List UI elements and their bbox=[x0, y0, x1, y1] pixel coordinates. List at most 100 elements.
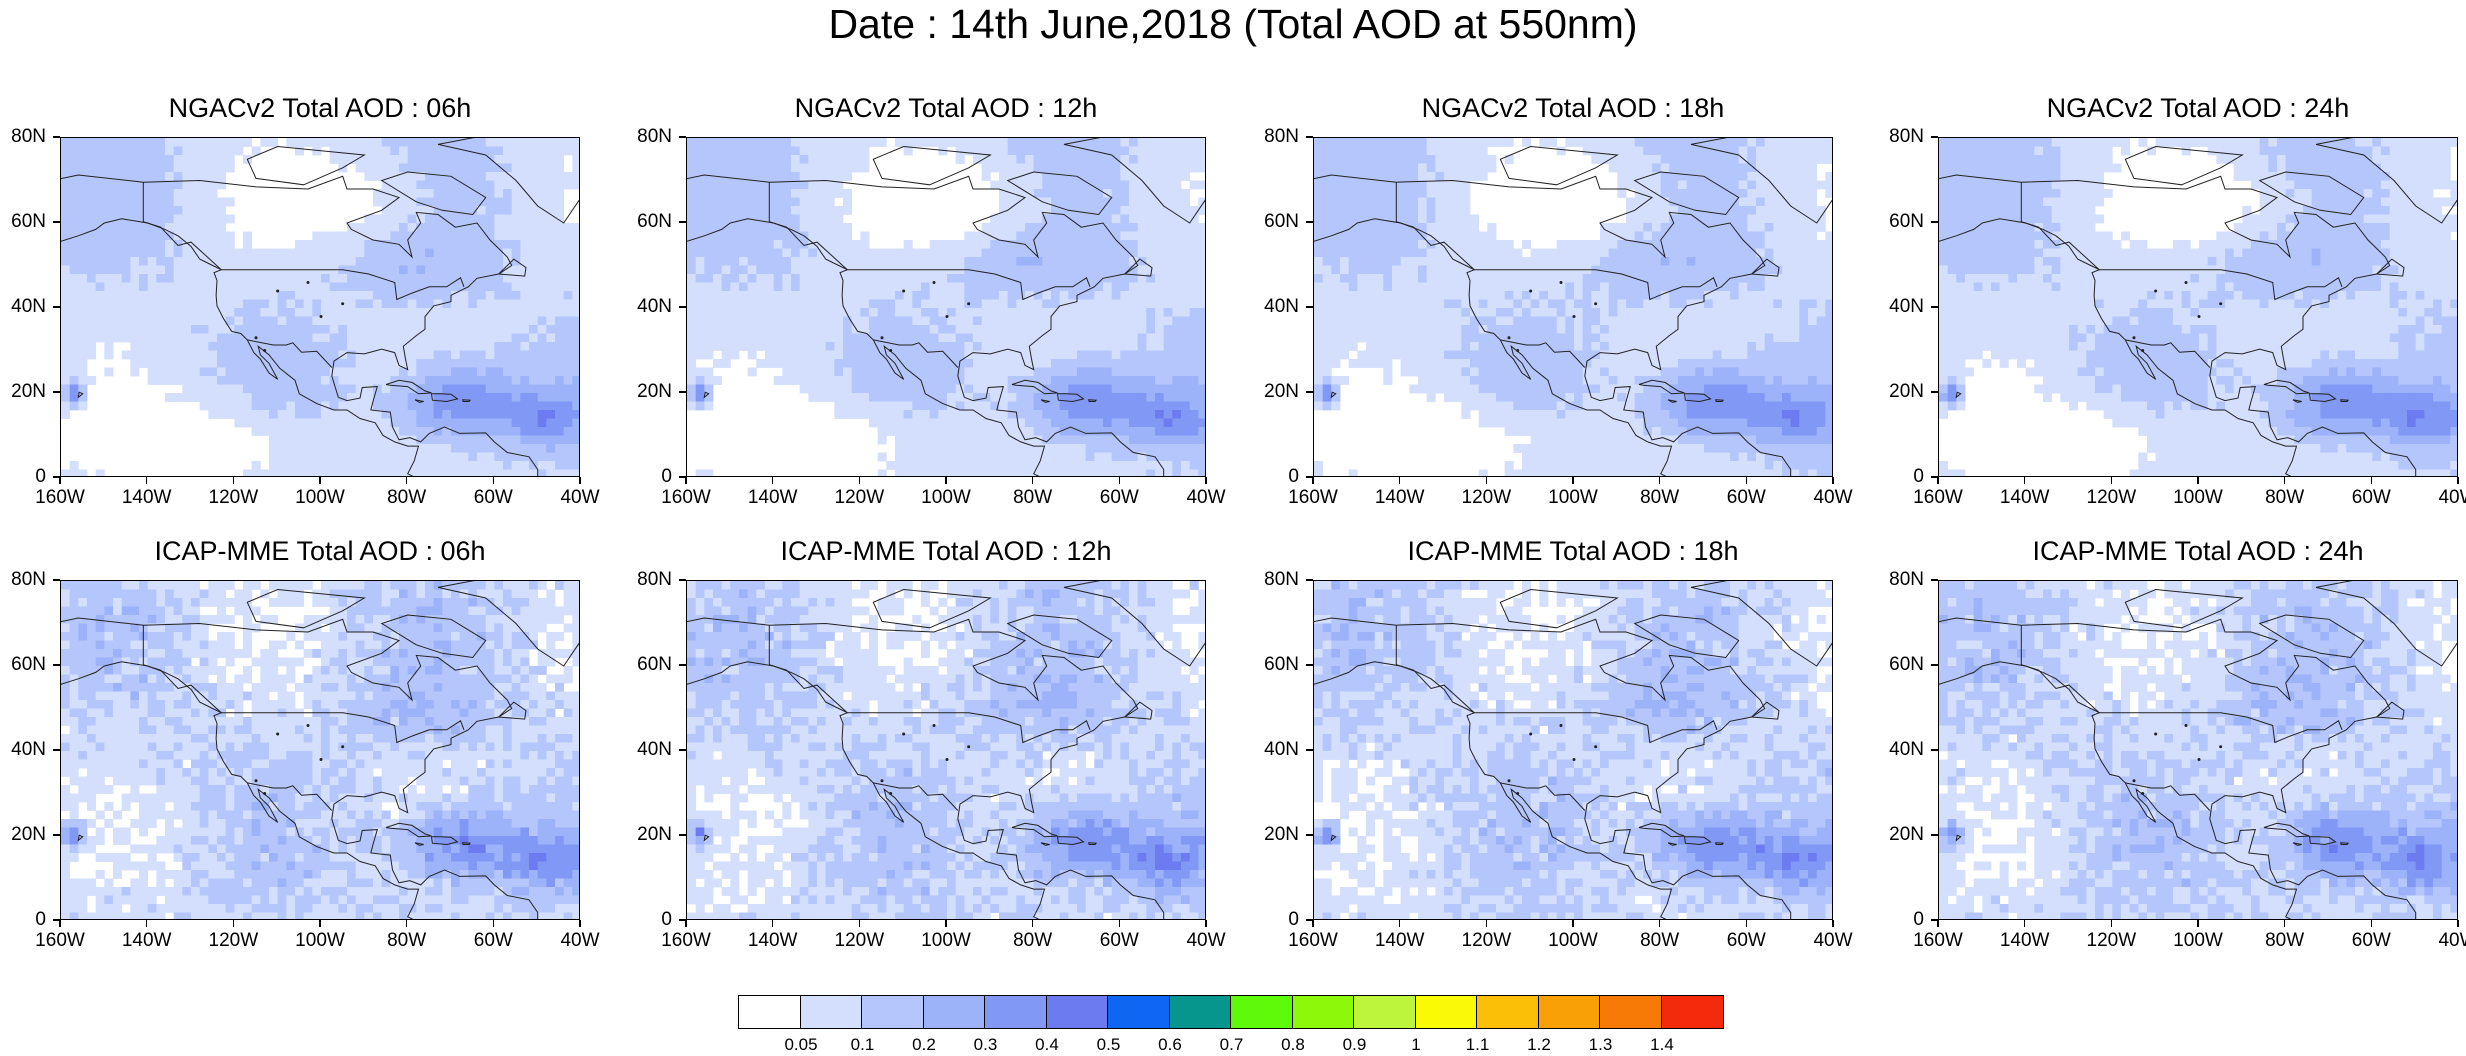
aod-cell bbox=[747, 146, 757, 156]
aod-cell bbox=[929, 316, 939, 326]
aod-cell bbox=[329, 376, 339, 385]
aod-cell bbox=[113, 333, 123, 343]
lon-tick-mark bbox=[771, 477, 774, 484]
aod-cell bbox=[1530, 282, 1540, 292]
aod-cell bbox=[921, 452, 931, 462]
aod-cell bbox=[147, 197, 157, 207]
aod-cell bbox=[1747, 214, 1757, 224]
aod-cell bbox=[511, 172, 521, 181]
aod-cell bbox=[1322, 189, 1332, 198]
aod-cell bbox=[225, 257, 235, 266]
aod-cell bbox=[373, 223, 383, 232]
aod-cell bbox=[399, 376, 409, 385]
aod-cell bbox=[1418, 282, 1428, 292]
aod-cell bbox=[295, 240, 305, 249]
aod-cell bbox=[442, 146, 452, 156]
aod-cell bbox=[704, 172, 714, 181]
aod-cell bbox=[1111, 240, 1121, 249]
aod-cell bbox=[1146, 350, 1156, 360]
aod-cell bbox=[817, 138, 827, 147]
aod-map bbox=[686, 137, 1206, 477]
aod-cell bbox=[1094, 231, 1104, 241]
aod-cell bbox=[537, 291, 547, 300]
aod-cell bbox=[182, 180, 192, 190]
aod-cell bbox=[973, 452, 983, 462]
aod-cell bbox=[1608, 248, 1618, 258]
aod-cell bbox=[1137, 342, 1147, 351]
aod-cell bbox=[1504, 248, 1514, 258]
aod-cell bbox=[1721, 240, 1731, 249]
aod-cell bbox=[704, 257, 714, 266]
aod-cell bbox=[520, 146, 530, 156]
aod-cell bbox=[95, 180, 105, 190]
aod-cell bbox=[451, 163, 461, 173]
aod-cell bbox=[1400, 189, 1410, 198]
aod-cell bbox=[1068, 418, 1078, 428]
aod-cell bbox=[269, 376, 279, 385]
aod-cell bbox=[851, 316, 861, 326]
aod-cell bbox=[1120, 231, 1130, 241]
aod-cell bbox=[895, 469, 905, 476]
aod-cell bbox=[104, 223, 114, 232]
aod-cell bbox=[1129, 427, 1139, 436]
aod-cell bbox=[442, 308, 452, 317]
aod-cell bbox=[695, 308, 705, 317]
aod-cell bbox=[1094, 146, 1104, 156]
aod-cell bbox=[407, 384, 417, 394]
aod-cell bbox=[442, 376, 452, 385]
aod-cell bbox=[520, 299, 530, 309]
aod-cell bbox=[191, 350, 201, 360]
aod-cell bbox=[1077, 325, 1087, 334]
aod-cell bbox=[468, 469, 478, 476]
aod-cell bbox=[113, 274, 123, 283]
lat-tick-label: 80N bbox=[11, 126, 46, 147]
aod-cell bbox=[494, 189, 504, 198]
aod-cell bbox=[713, 206, 723, 215]
aod-cell bbox=[1077, 367, 1087, 377]
aod-cell bbox=[1669, 231, 1679, 241]
aod-cell bbox=[1738, 265, 1748, 275]
aod-cell bbox=[381, 427, 391, 436]
aod-cell bbox=[329, 427, 339, 436]
aod-cell bbox=[1085, 240, 1095, 249]
aod-cell bbox=[329, 155, 339, 164]
aod-cell bbox=[1756, 274, 1766, 283]
aod-cell bbox=[799, 146, 809, 156]
aod-cell bbox=[1146, 384, 1156, 394]
aod-cell bbox=[139, 146, 149, 156]
aod-cell bbox=[1111, 393, 1121, 402]
aod-cell bbox=[156, 376, 166, 385]
aod-cell bbox=[537, 342, 547, 351]
aod-cell bbox=[69, 240, 79, 249]
aod-cell bbox=[537, 325, 547, 334]
aod-cell bbox=[1782, 214, 1792, 224]
aod-cell bbox=[1400, 163, 1410, 173]
aod-cell bbox=[765, 350, 775, 360]
aod-cell bbox=[1033, 410, 1043, 419]
aod-cell bbox=[791, 163, 801, 173]
aod-cell bbox=[416, 240, 426, 249]
aod-cell bbox=[147, 359, 157, 368]
aod-cell bbox=[529, 325, 539, 334]
aod-cell bbox=[347, 427, 357, 436]
aod-cell bbox=[468, 274, 478, 283]
aod-cell bbox=[511, 435, 521, 445]
aod-cell bbox=[1146, 172, 1156, 181]
aod-cell bbox=[269, 138, 279, 147]
aod-cell bbox=[1409, 163, 1419, 173]
aod-cell bbox=[243, 231, 253, 241]
aod-cell bbox=[773, 206, 783, 215]
aod-cell bbox=[1669, 223, 1679, 232]
aod-cell bbox=[295, 138, 305, 147]
aod-cell bbox=[1007, 172, 1017, 181]
aod-cell bbox=[1764, 189, 1774, 198]
aod-cell bbox=[1172, 138, 1182, 147]
aod-cell bbox=[1163, 138, 1173, 147]
aod-cell bbox=[477, 333, 487, 343]
aod-cell bbox=[113, 172, 123, 181]
aod-cell bbox=[78, 172, 88, 181]
aod-cell bbox=[555, 435, 565, 445]
aod-cell bbox=[903, 401, 913, 411]
aod-cell bbox=[1094, 214, 1104, 224]
aod-cell bbox=[938, 376, 948, 385]
